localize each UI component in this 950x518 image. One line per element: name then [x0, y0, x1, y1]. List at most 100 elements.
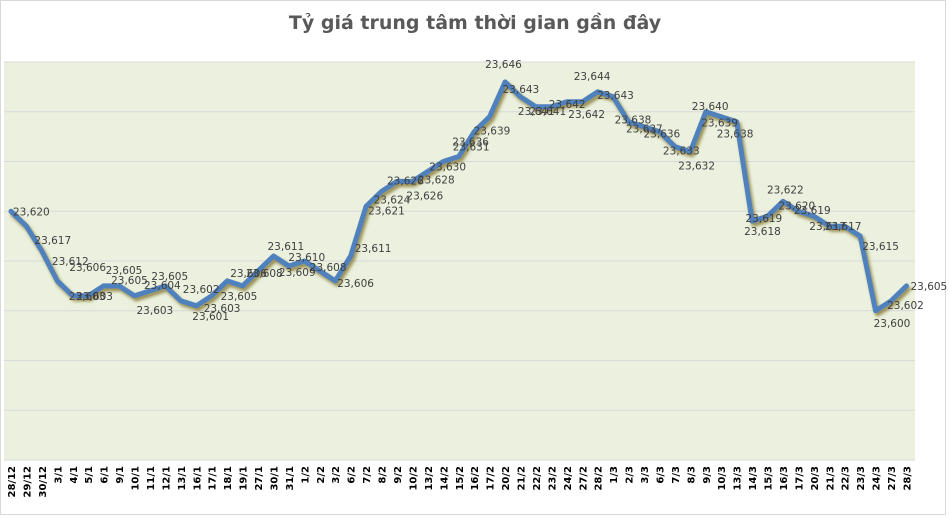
x-tick-label: 28/12	[7, 466, 18, 498]
x-tick-label: 9/3	[702, 466, 713, 484]
data-label: 23,605	[221, 291, 258, 303]
data-label: 23,604	[144, 280, 181, 292]
data-label: 23,636	[644, 129, 681, 141]
x-tick-label: 16/3	[779, 466, 790, 491]
data-label: 23,617	[809, 221, 846, 233]
data-label: 23,624	[374, 194, 411, 206]
x-tick-label: 17/1	[208, 466, 219, 491]
data-label: 23,640	[692, 101, 729, 113]
data-label: 23,618	[744, 226, 781, 238]
data-label: 23,639	[701, 118, 738, 130]
x-tick-label: 23/3	[856, 466, 867, 491]
data-label: 23,601	[192, 311, 229, 323]
data-label: 23,603	[204, 303, 241, 315]
data-label: 23,608	[246, 268, 283, 280]
x-tick-label: 28/2	[594, 466, 605, 491]
data-label: 23,644	[574, 71, 611, 83]
x-tick-label: 6/3	[655, 466, 666, 484]
data-label: 23,606	[69, 262, 106, 274]
x-tick-label: 6/2	[347, 466, 358, 484]
x-tick-label: 20/2	[501, 466, 512, 491]
x-tick-label: 3/2	[331, 466, 342, 484]
x-tick-label: 13/2	[424, 466, 435, 491]
data-label: 23,641	[518, 106, 555, 118]
data-label: 23,612	[52, 256, 89, 268]
x-tick-label: 29/12	[22, 466, 33, 498]
gridlines	[4, 61, 915, 411]
data-label: 23,622	[767, 184, 804, 196]
data-label: 23,630	[429, 162, 466, 174]
data-label: 23,602	[183, 284, 220, 296]
x-tick-label: 13/1	[177, 466, 188, 491]
data-label: 23,619	[794, 205, 831, 217]
series-line	[8, 79, 909, 314]
data-label: 23,643	[503, 84, 540, 96]
data-label: 23,602	[887, 300, 924, 312]
x-tick-label: 28/3	[903, 466, 914, 491]
data-label: 23,636	[452, 137, 489, 149]
data-label: 23,638	[717, 129, 754, 141]
chart-title: Tỷ giá trung tâm thời gian gần đây	[288, 12, 662, 34]
x-tick-label: 7/2	[362, 466, 373, 484]
x-tick-label: 21/2	[517, 466, 528, 491]
x-tick-label: 27/1	[254, 466, 265, 491]
data-label: 23,606	[337, 278, 374, 290]
x-tick-label: 7/3	[671, 466, 682, 484]
x-tick-label: 15/3	[764, 466, 775, 491]
data-label: 23,642	[568, 109, 605, 121]
data-label: 23,617	[825, 221, 862, 233]
x-tick-label: 13/3	[733, 466, 744, 491]
data-label: 23,617	[34, 235, 71, 247]
x-tick-label: 17/2	[486, 466, 497, 491]
data-label: 23,620	[778, 200, 815, 212]
x-tick-label: 16/1	[192, 466, 203, 491]
x-tick-label: 18/1	[223, 466, 234, 491]
x-tick-label: 30/12	[38, 466, 49, 498]
x-tick-label: 22/2	[532, 466, 543, 491]
x-tick-label: 9/2	[393, 466, 404, 484]
x-tick-label: 3/3	[640, 466, 651, 484]
x-tick-label: 2/2	[316, 466, 327, 484]
data-label: 23,626	[406, 190, 443, 202]
x-tick-label: 10/2	[408, 466, 419, 491]
x-axis-tick-labels: 28/12 29/12 30/12 3/1 4/1 5/1 6/1 9/1 10/1 11/1 12…	[7, 466, 914, 498]
x-tick-label: 1/2	[300, 466, 311, 484]
x-tick-label: 24/2	[563, 466, 574, 491]
x-tick-label: 11/1	[146, 466, 157, 491]
data-label: 23,638	[615, 115, 652, 127]
x-tick-label: 10/3	[717, 466, 728, 491]
x-tick-label: 10/1	[131, 466, 142, 491]
x-tick-label: 4/1	[69, 466, 80, 484]
x-tick-label: 20/3	[810, 466, 821, 491]
data-label: 23,631	[453, 142, 490, 154]
data-label: 23,646	[485, 59, 522, 71]
data-label: 23,621	[368, 205, 405, 217]
data-label: 23,609	[279, 267, 316, 279]
data-label: 23,643	[597, 90, 634, 102]
data-label: 23,610	[288, 252, 325, 264]
data-label: 23,603	[137, 305, 174, 317]
data-label: 23,637	[626, 124, 663, 136]
x-tick-label: 30/1	[269, 466, 280, 491]
x-tick-label: 31/1	[285, 466, 296, 491]
data-label: 23,608	[310, 262, 347, 274]
data-label: 23,603	[69, 291, 106, 303]
data-label: 23,639	[474, 126, 511, 138]
data-label: 23,642	[549, 99, 586, 111]
x-tick-label: 17/3	[794, 466, 805, 491]
x-tick-label: 3/1	[53, 466, 64, 484]
x-tick-label: 27/3	[887, 466, 898, 491]
x-tick-label: 12/1	[161, 466, 172, 491]
x-tick-label: 24/3	[872, 466, 883, 491]
data-label: 23,620	[13, 206, 50, 218]
x-tick-label: 1/3	[609, 466, 620, 484]
x-tick-label: 5/1	[84, 466, 95, 484]
data-label: 23,632	[678, 161, 715, 173]
x-tick-label: 14/2	[439, 466, 450, 491]
data-label: 23,633	[663, 146, 700, 158]
x-tick-label: 9/1	[115, 466, 126, 484]
x-tick-label: 27/2	[578, 466, 589, 491]
x-tick-label: 8/2	[378, 466, 389, 484]
data-label: 23,611	[355, 243, 392, 255]
